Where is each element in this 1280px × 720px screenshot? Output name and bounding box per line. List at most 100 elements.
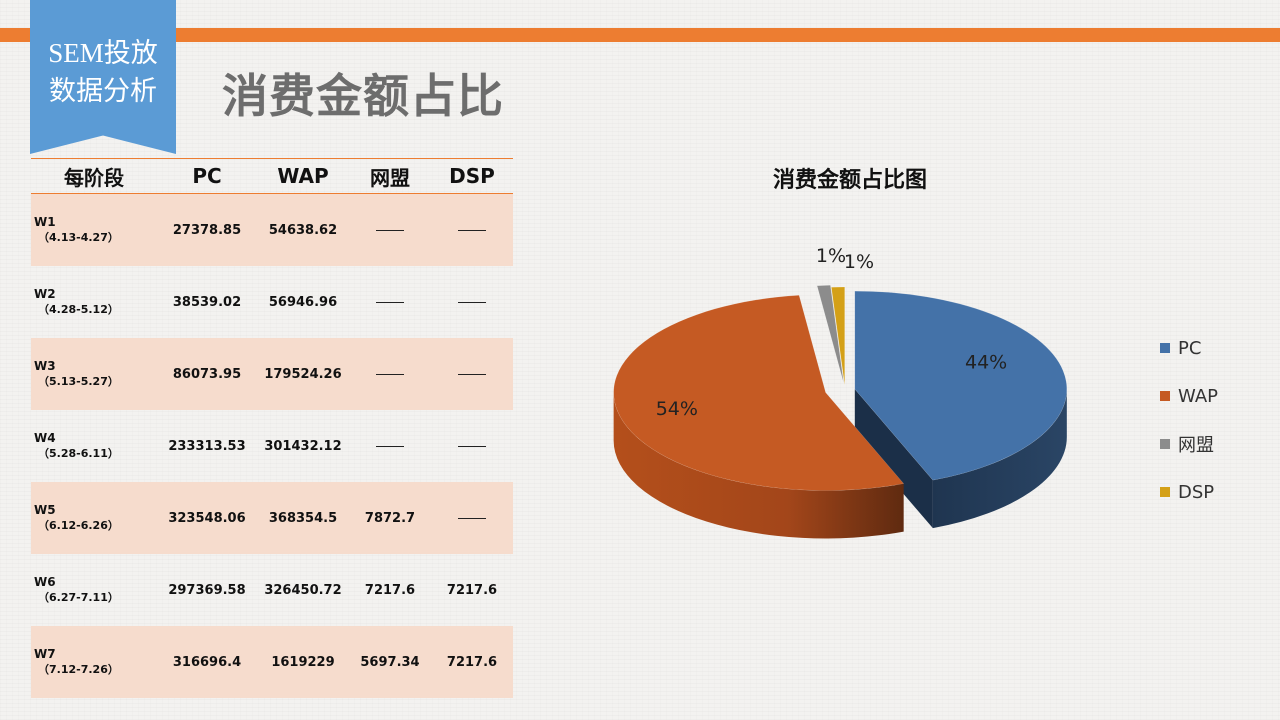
empty-value-dash <box>458 517 486 519</box>
week-range: （5.13-5.27） <box>38 375 119 388</box>
week-name: W4 <box>34 431 56 445</box>
cell-pc: 27378.85 <box>172 222 242 238</box>
table-row: W7 （7.12-7.26） 316696.4 1619229 5697.34 7217.… <box>31 626 513 698</box>
table-row: W2 （4.28-5.12） 38539.02 56946.96 <box>31 266 513 338</box>
slice-label-网盟: 1% <box>816 245 846 267</box>
cell-wangmeng: 5697.34 <box>360 654 420 670</box>
slice-WAP <box>613 294 905 491</box>
week-name: W7 <box>34 647 56 661</box>
cell-stage: W6 （6.27-7.11） <box>31 554 157 626</box>
empty-value-dash <box>458 373 486 375</box>
cell-stage: W2 （4.28-5.12） <box>31 266 157 338</box>
week-range: （4.28-5.12） <box>38 303 119 316</box>
table-row: W6 （6.27-7.11） 297369.58 326450.72 7217.6 721… <box>31 554 513 626</box>
cell-dsp <box>431 410 513 482</box>
slice-PC <box>854 290 1068 481</box>
week-name: W1 <box>34 215 56 229</box>
week-name: W6 <box>34 575 56 589</box>
empty-value-dash <box>376 229 404 231</box>
cell-wangmeng <box>349 410 431 482</box>
cell-pc: 323548.06 <box>168 510 246 526</box>
cell-stage: W7 （7.12-7.26） <box>31 626 157 698</box>
cell-stage: W1 （4.13-4.27） <box>31 194 157 266</box>
page-title: 消费金额占比 <box>222 69 504 123</box>
header-dsp: DSP <box>449 164 495 188</box>
cell-wap: 54638.62 <box>268 222 338 238</box>
empty-value-dash <box>376 301 404 303</box>
empty-value-dash <box>376 373 404 375</box>
cell-wangmeng <box>349 338 431 410</box>
legend-item-PC: PC <box>1160 336 1218 360</box>
table-row: W4 （5.28-6.11） 233313.53 301432.12 <box>31 410 513 482</box>
legend-item-网盟: 网盟 <box>1160 432 1218 456</box>
legend-swatch <box>1160 391 1170 401</box>
cell-dsp <box>431 482 513 554</box>
header-stage: 每阶段 <box>64 165 124 190</box>
pie-chart: 44% 54% 1%1% <box>613 245 1068 539</box>
cell-wangmeng: 7872.7 <box>364 510 416 526</box>
slice-DSP <box>831 286 845 386</box>
week-range: （7.12-7.26） <box>38 663 119 676</box>
cell-stage: W5 （6.12-6.26） <box>31 482 157 554</box>
table-body: W1 （4.13-4.27） 27378.85 54638.62 W2 （4.28-5.1… <box>31 194 513 698</box>
slice-cut-PC <box>854 389 933 529</box>
cell-wap: 56946.96 <box>268 294 338 310</box>
legend-label: WAP <box>1178 385 1218 407</box>
week-range: （6.27-7.11） <box>38 591 119 604</box>
cell-dsp: 7217.6 <box>446 582 498 598</box>
chart-title: 消费金额占比图 <box>772 168 927 193</box>
legend-label: PC <box>1178 337 1202 359</box>
table-row: W5 （6.12-6.26） 323548.06 368354.5 7872.7 <box>31 482 513 554</box>
cell-pc: 233313.53 <box>168 438 246 454</box>
week-name: W3 <box>34 359 56 373</box>
header-pc: PC <box>192 164 222 188</box>
legend-swatch <box>1160 439 1170 449</box>
cell-wangmeng <box>349 266 431 338</box>
cell-pc: 297369.58 <box>168 582 246 598</box>
chart-legend: PC WAP 网盟 DSP <box>1160 336 1218 528</box>
cell-wap: 326450.72 <box>264 582 342 598</box>
week-name: W2 <box>34 287 56 301</box>
legend-swatch <box>1160 343 1170 353</box>
empty-value-dash <box>376 445 404 447</box>
slice-label-PC: 44% <box>965 352 1007 374</box>
cell-dsp <box>431 266 513 338</box>
cell-dsp: 7217.6 <box>446 654 498 670</box>
badge-line-1: SEM投放 <box>48 38 158 68</box>
week-name: W5 <box>34 503 56 517</box>
section-badge: SEM投放 数据分析 <box>30 0 176 154</box>
badge-line-2: 数据分析 <box>49 76 157 106</box>
cell-wap: 301432.12 <box>264 438 342 454</box>
legend-swatch <box>1160 487 1170 497</box>
cell-dsp <box>431 194 513 266</box>
cell-pc: 316696.4 <box>172 654 242 670</box>
empty-value-dash <box>458 229 486 231</box>
cell-wap: 1619229 <box>271 654 335 670</box>
top-accent-bar <box>0 28 1280 42</box>
cell-wangmeng <box>349 194 431 266</box>
table-row: W1 （4.13-4.27） 27378.85 54638.62 <box>31 194 513 266</box>
legend-item-WAP: WAP <box>1160 384 1218 408</box>
table-header-row: 每阶段 PC WAP 网盟 DSP <box>31 158 513 194</box>
slice-side-PC <box>932 389 1067 529</box>
cell-stage: W3 （5.13-5.27） <box>31 338 157 410</box>
legend-item-DSP: DSP <box>1160 480 1218 504</box>
week-range: （6.12-6.26） <box>38 519 119 532</box>
cell-dsp <box>431 338 513 410</box>
empty-value-dash <box>458 301 486 303</box>
cell-pc: 38539.02 <box>172 294 242 310</box>
cell-wangmeng: 7217.6 <box>364 582 416 598</box>
cell-pc: 86073.95 <box>172 366 242 382</box>
legend-label: DSP <box>1178 481 1215 503</box>
cell-wap: 368354.5 <box>268 510 338 526</box>
week-range: （4.13-4.27） <box>38 231 119 244</box>
empty-value-dash <box>458 445 486 447</box>
header-wangmeng: 网盟 <box>370 165 410 190</box>
cell-stage: W4 （5.28-6.11） <box>31 410 157 482</box>
cell-wap: 179524.26 <box>264 366 342 382</box>
table-row: W3 （5.13-5.27） 86073.95 179524.26 <box>31 338 513 410</box>
spend-table: 每阶段 PC WAP 网盟 DSP W1 （4.13-4.27） 27378.85 5… <box>31 158 513 698</box>
week-range: （5.28-6.11） <box>38 447 119 460</box>
slice-label-DSP: 1% <box>844 251 874 273</box>
slice-label-WAP: 54% <box>656 398 698 420</box>
